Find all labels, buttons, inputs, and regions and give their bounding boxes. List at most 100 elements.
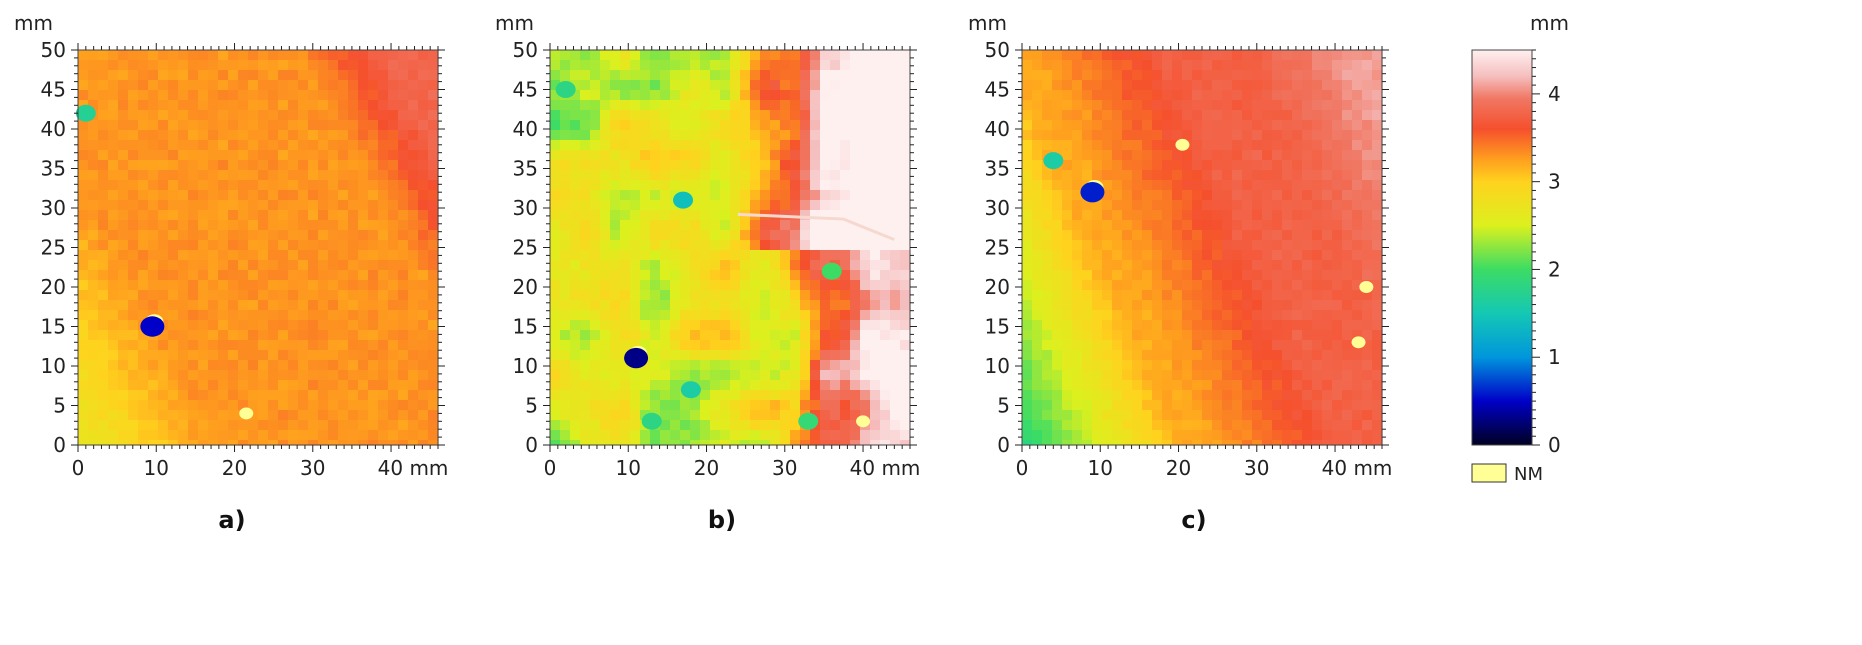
field-cell	[1112, 170, 1123, 181]
field-cell	[348, 100, 359, 111]
field-cell	[1332, 340, 1343, 351]
field-cell	[890, 350, 901, 361]
field-cell	[1352, 250, 1363, 261]
field-cell	[830, 180, 841, 191]
field-cell	[1062, 170, 1073, 181]
field-cell	[1362, 240, 1373, 251]
field-cell	[358, 300, 369, 311]
field-cell	[408, 80, 419, 91]
field-cell	[1192, 80, 1203, 91]
field-cell	[690, 430, 701, 441]
field-cell	[790, 270, 801, 281]
field-cell	[880, 190, 891, 201]
field-cell	[288, 340, 299, 351]
field-cell	[418, 440, 429, 446]
field-cell	[1062, 220, 1073, 231]
field-cell	[268, 210, 279, 221]
field-cell	[208, 240, 219, 251]
field-cell	[1202, 340, 1213, 351]
field-cell	[840, 310, 851, 321]
field-cell	[820, 170, 831, 181]
field-cell	[348, 190, 359, 201]
field-cell	[278, 430, 289, 441]
field-cell	[1162, 310, 1173, 321]
field-cell	[770, 140, 781, 151]
field-cell	[118, 310, 129, 321]
field-cell	[338, 90, 349, 101]
field-cell	[890, 300, 901, 311]
field-cell	[850, 60, 861, 71]
field-cell	[700, 320, 711, 331]
field-cell	[640, 310, 651, 321]
field-cell	[1102, 350, 1113, 361]
field-cell	[1262, 390, 1273, 401]
field-cell	[630, 380, 641, 391]
field-cell	[610, 350, 621, 361]
field-cell	[1362, 140, 1373, 151]
field-cell	[730, 110, 741, 121]
field-cell	[188, 410, 199, 421]
field-cell	[1052, 170, 1063, 181]
field-cell	[640, 160, 651, 171]
field-cell	[1332, 280, 1343, 291]
field-cell	[550, 290, 561, 301]
field-cell	[138, 210, 149, 221]
field-cell	[338, 430, 349, 441]
field-cell	[870, 250, 881, 261]
field-cell	[288, 120, 299, 131]
field-cell	[1162, 440, 1173, 446]
field-cell	[1282, 140, 1293, 151]
field-cell	[288, 260, 299, 271]
field-cell	[338, 280, 349, 291]
field-cell	[1242, 350, 1253, 361]
field-cell	[208, 320, 219, 331]
field-cell	[1132, 420, 1143, 431]
field-cell	[1262, 270, 1273, 281]
field-cell	[780, 50, 791, 61]
field-cell	[428, 90, 439, 101]
field-cell	[358, 310, 369, 321]
field-cell	[1102, 70, 1113, 81]
field-cell	[238, 220, 249, 231]
field-cell	[820, 60, 831, 71]
field-cell	[78, 180, 89, 191]
field-cell	[770, 350, 781, 361]
field-cell	[1042, 140, 1053, 151]
field-cell	[1092, 220, 1103, 231]
field-cell	[248, 90, 259, 101]
field-cell	[710, 420, 721, 431]
field-cell	[308, 60, 319, 71]
field-cell	[348, 290, 359, 301]
field-cell	[660, 290, 671, 301]
field-cell	[1302, 350, 1313, 361]
field-cell	[620, 330, 631, 341]
field-cell	[1202, 440, 1213, 446]
field-cell	[158, 130, 169, 141]
field-cell	[388, 310, 399, 321]
field-cell	[148, 370, 159, 381]
field-cell	[418, 240, 429, 251]
field-cell	[850, 420, 861, 431]
field-cell	[820, 150, 831, 161]
field-cell	[318, 350, 329, 361]
field-cell	[620, 160, 631, 171]
field-cell	[550, 240, 561, 251]
field-cell	[600, 340, 611, 351]
field-cell	[1112, 320, 1123, 331]
field-cell	[388, 70, 399, 81]
field-cell	[860, 210, 871, 221]
field-cell	[218, 270, 229, 281]
field-cell	[1132, 340, 1143, 351]
field-cell	[1042, 220, 1053, 231]
field-cell	[238, 150, 249, 161]
field-cell	[670, 210, 681, 221]
field-cell	[1142, 240, 1153, 251]
field-cell	[860, 200, 871, 211]
field-cell	[218, 400, 229, 411]
field-cell	[900, 200, 911, 211]
field-cell	[1142, 160, 1153, 171]
field-cell	[750, 80, 761, 91]
field-cell	[800, 370, 811, 381]
field-cell	[198, 170, 209, 181]
field-cell	[1232, 300, 1243, 311]
